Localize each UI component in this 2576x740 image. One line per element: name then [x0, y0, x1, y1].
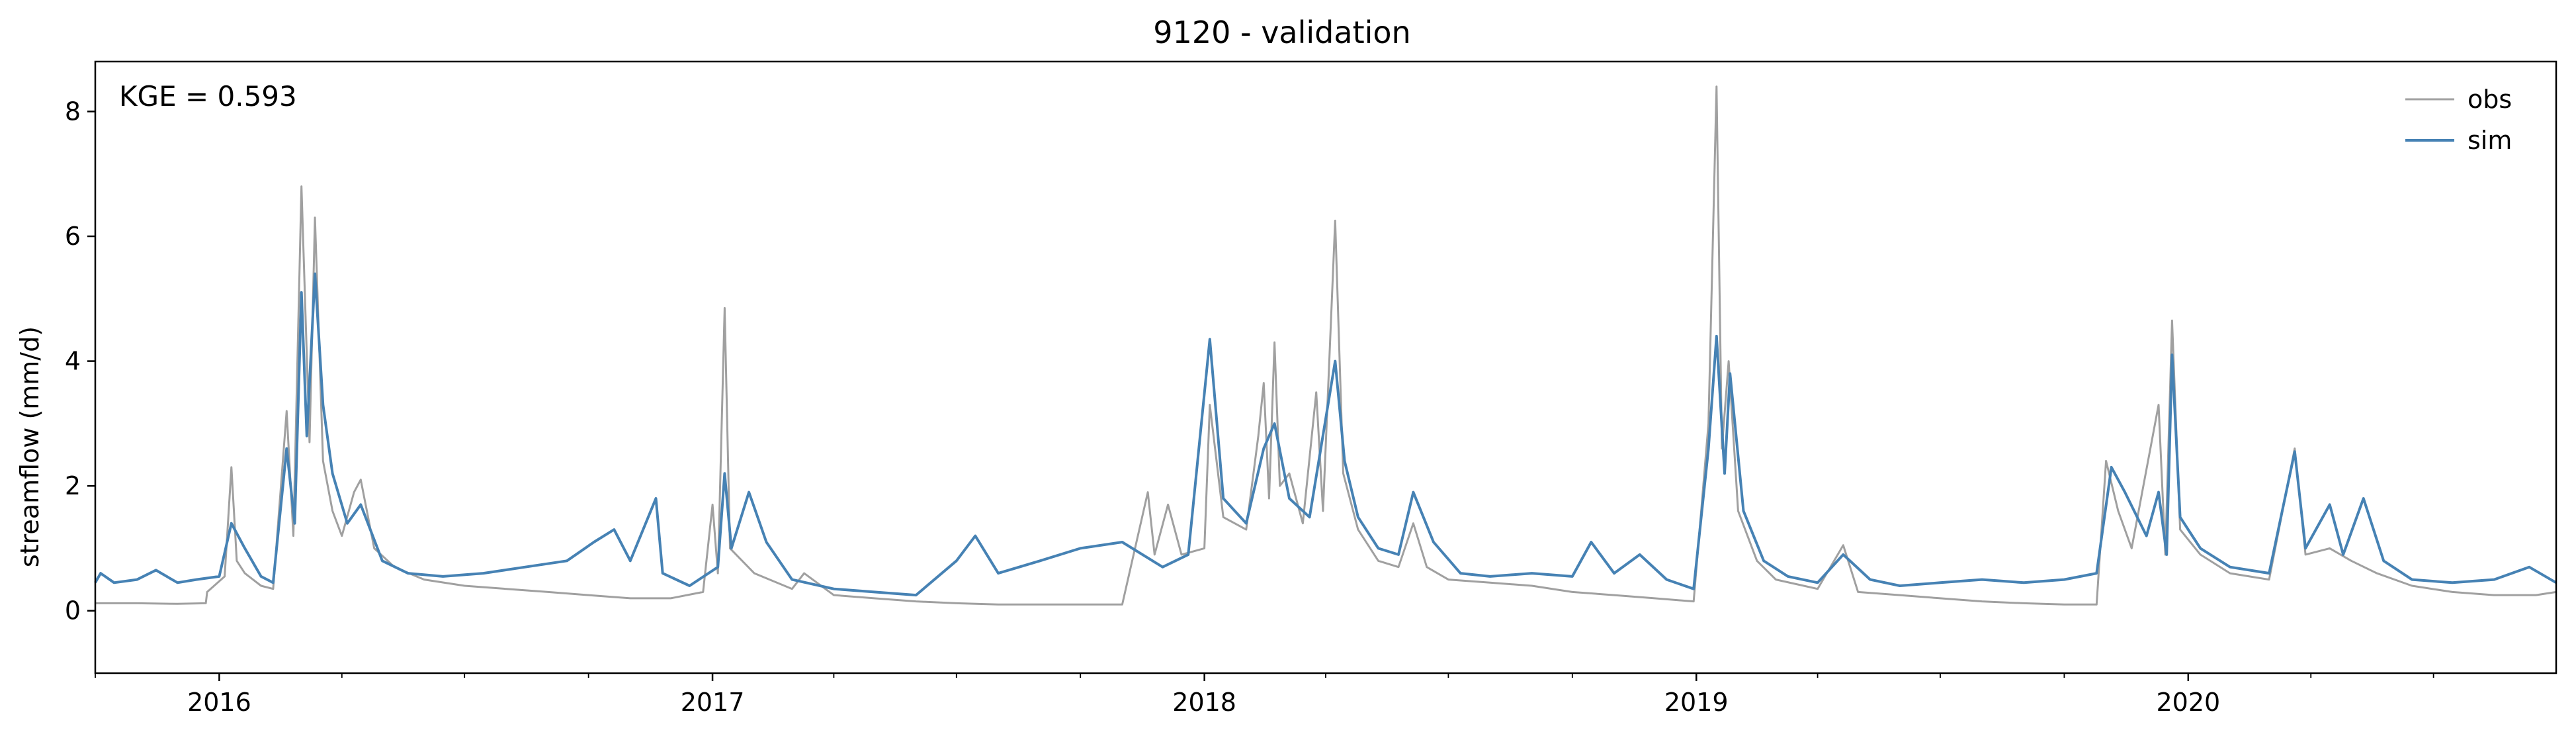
y-axis-ticks: 0 2 4 6 8	[65, 97, 95, 625]
y-tick-label: 0	[65, 596, 81, 625]
series-line-sim	[94, 272, 2557, 597]
y-axis-label: streamflow (mm/d)	[15, 326, 44, 567]
plot-frame	[94, 60, 2557, 674]
legend-label-sim: sim	[2468, 126, 2512, 155]
y-tick-label: 4	[65, 347, 81, 376]
x-tick-label: 2018	[1172, 688, 1236, 717]
y-tick-label: 6	[65, 222, 81, 251]
legend-label-obs: obs	[2468, 85, 2512, 114]
y-tick-label: 8	[65, 97, 81, 126]
x-tick-label: 2016	[187, 688, 251, 717]
y-tick-label: 2	[65, 471, 81, 500]
kge-annotation: KGE = 0.593	[119, 80, 297, 113]
plot-series	[94, 85, 2557, 606]
x-tick-label: 2019	[1664, 688, 1729, 717]
x-tick-label: 2017	[681, 688, 745, 717]
x-tick-label: 2020	[2156, 688, 2220, 717]
chart-title: 9120 - validation	[1153, 15, 1410, 50]
x-axis-ticks: 2016 2017 2018 2019 2020	[95, 673, 2434, 717]
legend: obs sim	[2405, 85, 2512, 155]
